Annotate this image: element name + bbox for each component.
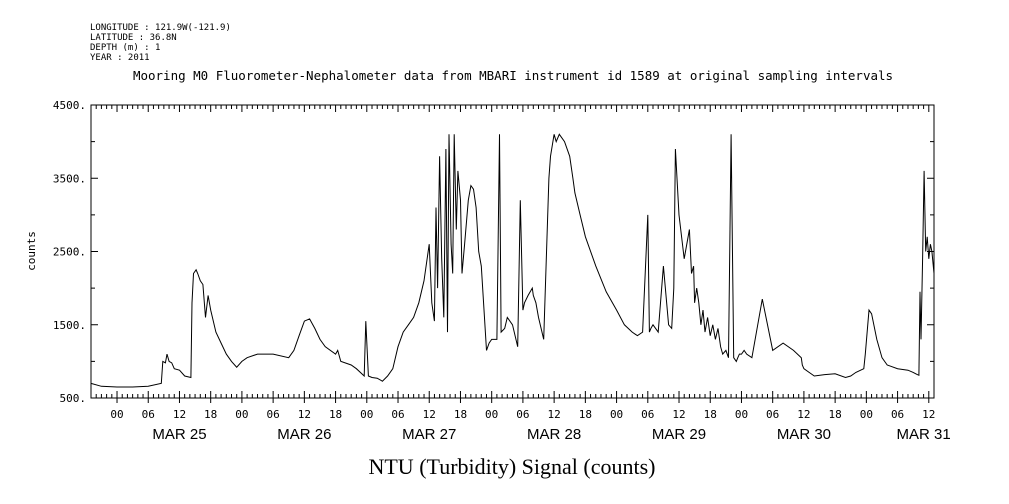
- y-tick-label: 1500.: [53, 319, 86, 332]
- x-hour-label: 00: [610, 408, 623, 421]
- longitude-label: LONGITUDE : 121.9W(-121.9): [90, 23, 231, 33]
- x-hour-label: 06: [267, 408, 280, 421]
- x-hour-label: 12: [922, 408, 935, 421]
- x-hour-label: 18: [454, 408, 467, 421]
- x-hour-label: 12: [173, 408, 186, 421]
- depth-label: DEPTH (m) : 1: [90, 43, 160, 53]
- series-group: [90, 133, 935, 388]
- x-hour-label: 12: [423, 408, 436, 421]
- x-hour-label: 12: [298, 408, 311, 421]
- y-tick-label: 3500.: [53, 172, 86, 185]
- x-day-label: MAR 25: [152, 426, 206, 443]
- x-hour-label: 06: [516, 408, 529, 421]
- y-axis-label: counts: [25, 231, 38, 271]
- x-axis-label: NTU (Turbidity) Signal (counts): [368, 454, 655, 479]
- ntu-signal-line: [90, 133, 935, 388]
- x-hour-label: 18: [204, 408, 217, 421]
- plot-frame: [90, 104, 935, 399]
- x-hour-label: 18: [329, 408, 342, 421]
- x-day-label: MAR 30: [777, 426, 831, 443]
- year-label: YEAR : 2011: [90, 53, 150, 63]
- x-day-label: MAR 27: [402, 426, 456, 443]
- y-axis: 500. 1500. 2500. 3500. 4500.: [53, 99, 934, 405]
- x-hour-label: 18: [579, 408, 592, 421]
- x-hour-label: 06: [142, 408, 155, 421]
- x-hour-label: 00: [485, 408, 498, 421]
- x-hour-label: 06: [641, 408, 654, 421]
- x-hour-label: 06: [891, 408, 904, 421]
- x-hour-label: 12: [672, 408, 685, 421]
- x-hour-label: 06: [391, 408, 404, 421]
- x-hour-label: 00: [735, 408, 748, 421]
- x-day-label: MAR 29: [652, 426, 706, 443]
- x-hour-label: 06: [766, 408, 779, 421]
- x-hour-label: 12: [797, 408, 810, 421]
- x-axis: 00 06 12 18 00 06 12 18 00 06 12 18 00 06 12 18 00 06 12 18…: [90, 105, 951, 443]
- x-day-label: MAR 28: [527, 426, 581, 443]
- x-hour-label: 00: [860, 408, 873, 421]
- header-metadata: LONGITUDE : 121.9W(-121.9) LATITUDE : 36…: [90, 23, 231, 63]
- x-hour-label: 00: [235, 408, 248, 421]
- chart-title: Mooring M0 Fluorometer-Nephalometer data…: [133, 68, 893, 83]
- x-hour-label: 00: [110, 408, 123, 421]
- x-hour-label: 18: [829, 408, 842, 421]
- y-tick-label: 2500.: [53, 246, 86, 259]
- x-day-label: MAR 31: [896, 426, 950, 443]
- x-hour-label: 18: [704, 408, 717, 421]
- y-tick-label: 4500.: [53, 99, 86, 112]
- latitude-label: LATITUDE : 36.8N: [90, 33, 177, 43]
- x-hour-label: 12: [548, 408, 561, 421]
- x-day-label: MAR 26: [277, 426, 331, 443]
- y-tick-label: 500.: [60, 392, 87, 405]
- x-hour-label: 00: [360, 408, 373, 421]
